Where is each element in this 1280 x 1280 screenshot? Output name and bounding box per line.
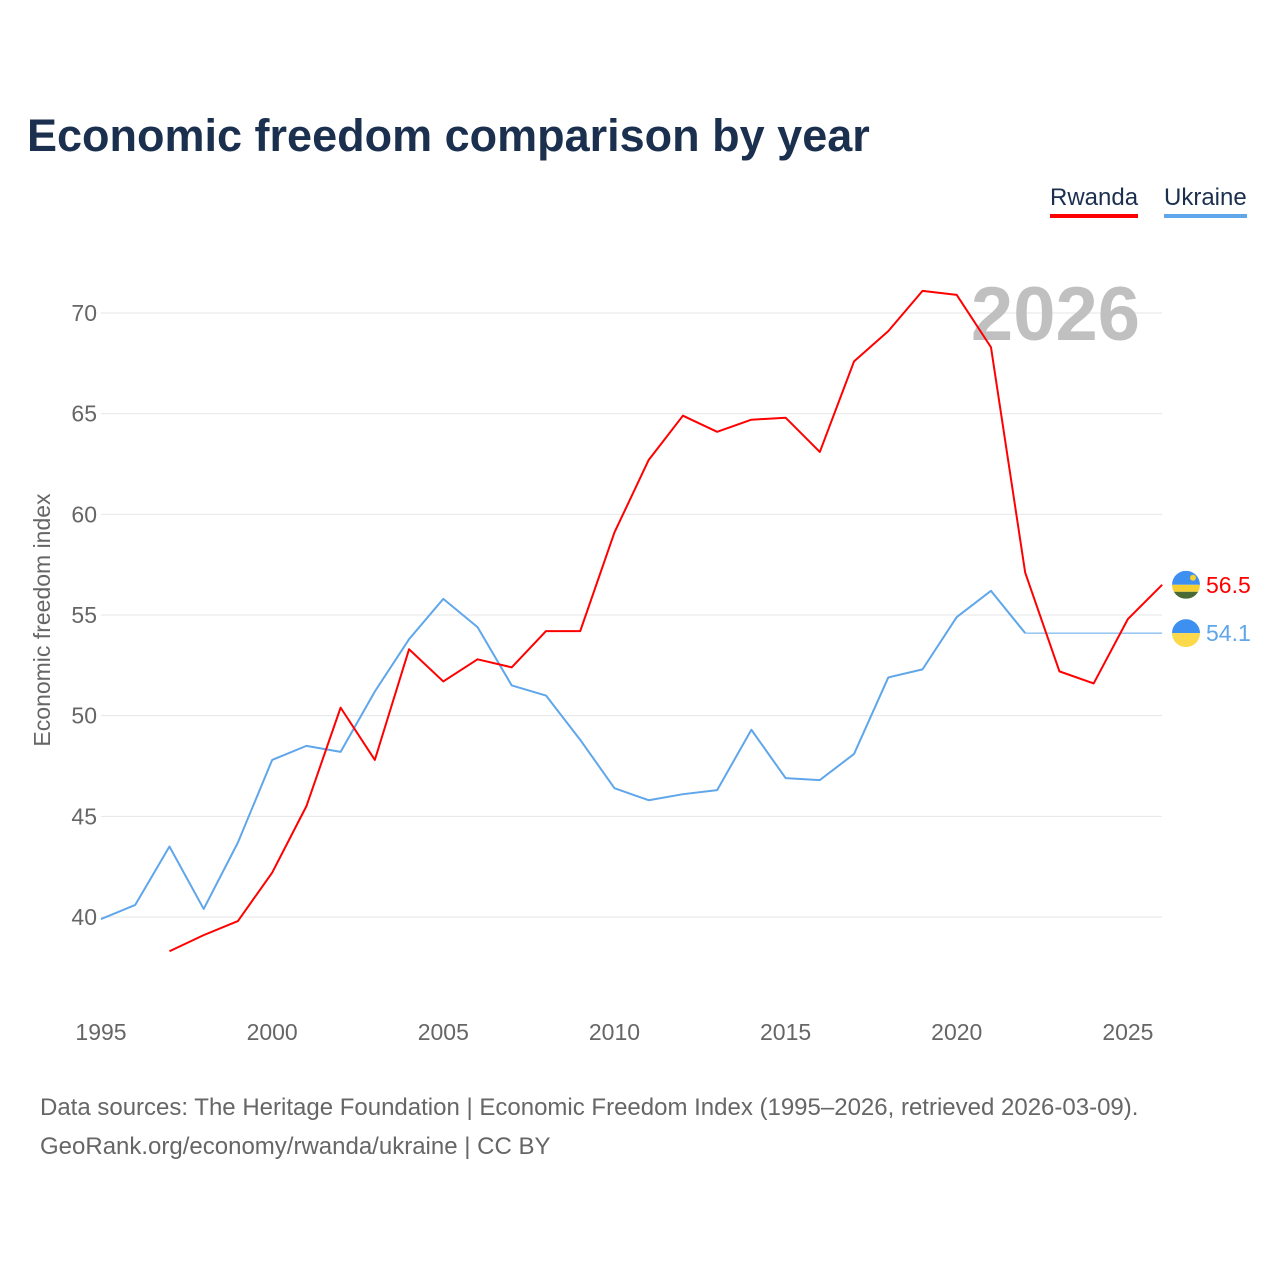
year-watermark: 2026: [971, 272, 1140, 357]
y-tick-label: 65: [71, 401, 97, 427]
series-line-ukraine: [100, 589, 1026, 920]
y-tick-label: 70: [71, 300, 97, 326]
chart-title: Economic freedom comparison by year: [27, 110, 870, 161]
source-text: Data sources: The Heritage Foundation | …: [40, 1094, 1139, 1121]
y-axis-label: Economic freedom index: [29, 493, 55, 747]
x-tick-label: 2015: [760, 1019, 811, 1045]
y-tick-label: 60: [71, 501, 97, 527]
flag-rwanda-icon: [1172, 570, 1200, 599]
x-tick-label: 2020: [931, 1019, 982, 1045]
x-tick-label: 2025: [1102, 1019, 1153, 1045]
y-tick-label: 50: [71, 703, 97, 729]
flag-band: [1172, 633, 1200, 648]
flag-band: [1172, 591, 1200, 599]
y-tick-label: 55: [71, 602, 97, 628]
x-tick-label: 2005: [418, 1019, 469, 1045]
flag-sun: [1190, 574, 1196, 581]
x-tick-label: 1995: [75, 1019, 126, 1045]
x-tick-label: 2010: [589, 1019, 640, 1045]
end-value-label-rwanda: 56.5: [1206, 572, 1251, 598]
series-line-rwanda: [169, 289, 1163, 953]
end-value-label-ukraine: 54.1: [1206, 620, 1251, 646]
flag-band: [1172, 619, 1200, 634]
flag-ukraine-icon: [1172, 619, 1200, 648]
y-tick-label: 45: [71, 803, 97, 829]
legend-ukraine[interactable]: Ukraine: [1164, 184, 1247, 218]
flag-band: [1172, 570, 1200, 585]
x-tick-label: 2000: [247, 1019, 298, 1045]
legend-rwanda[interactable]: Rwanda: [1050, 184, 1139, 218]
y-tick-label: 40: [71, 904, 97, 930]
source-link[interactable]: GeoRank.org/economy/rwanda/ukraine | CC …: [40, 1133, 551, 1160]
footer: Data sources: The Heritage Foundation | …: [40, 1088, 1138, 1166]
flag-band: [1172, 584, 1200, 592]
